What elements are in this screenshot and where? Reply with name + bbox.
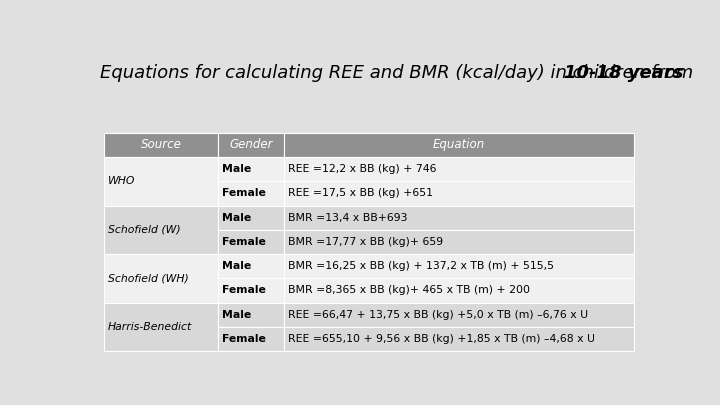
Bar	[104, 206, 218, 254]
Text: Female: Female	[222, 334, 266, 344]
Bar	[218, 230, 284, 254]
Text: WHO: WHO	[108, 176, 135, 186]
Bar	[104, 157, 218, 206]
Bar	[218, 254, 284, 278]
Text: Female: Female	[222, 188, 266, 198]
Bar	[284, 181, 634, 206]
Bar	[218, 157, 284, 181]
Text: Female: Female	[222, 286, 266, 296]
Text: Gender: Gender	[229, 139, 273, 151]
Text: Harris-Benedict: Harris-Benedict	[108, 322, 192, 332]
Bar	[218, 181, 284, 206]
Bar	[284, 303, 634, 327]
Bar	[284, 133, 634, 157]
Text: REE =12,2 x BB (kg) + 746: REE =12,2 x BB (kg) + 746	[288, 164, 436, 174]
Text: Male: Male	[222, 310, 251, 320]
Text: Schofield (W): Schofield (W)	[108, 225, 181, 235]
Text: BMR =16,25 x BB (kg) + 137,2 x TB (m) + 515,5: BMR =16,25 x BB (kg) + 137,2 x TB (m) + …	[288, 261, 554, 271]
Bar	[284, 230, 634, 254]
Text: Male: Male	[222, 261, 251, 271]
Text: Female: Female	[222, 237, 266, 247]
Text: REE =655,10 + 9,56 x BB (kg) +1,85 x TB (m) –4,68 x U: REE =655,10 + 9,56 x BB (kg) +1,85 x TB …	[288, 334, 595, 344]
Text: REE =66,47 + 13,75 x BB (kg) +5,0 x TB (m) –6,76 x U: REE =66,47 + 13,75 x BB (kg) +5,0 x TB (…	[288, 310, 588, 320]
Bar	[104, 303, 218, 351]
Text: Equations for calculating REE and BMR (kcal/day) in children from: Equations for calculating REE and BMR (k…	[100, 64, 699, 82]
Text: Male: Male	[222, 213, 251, 223]
Bar	[218, 133, 284, 157]
Bar	[218, 278, 284, 303]
Bar	[284, 157, 634, 181]
Bar	[284, 327, 634, 351]
Bar	[218, 327, 284, 351]
Bar	[284, 206, 634, 230]
Text: BMR =8,365 x BB (kg)+ 465 x TB (m) + 200: BMR =8,365 x BB (kg)+ 465 x TB (m) + 200	[288, 286, 530, 296]
Text: REE =17,5 x BB (kg) +651: REE =17,5 x BB (kg) +651	[288, 188, 433, 198]
Bar	[284, 278, 634, 303]
Text: Schofield (WH): Schofield (WH)	[108, 273, 189, 283]
Text: Male: Male	[222, 164, 251, 174]
Text: 10-18 years: 10-18 years	[564, 64, 684, 82]
Bar	[104, 133, 218, 157]
Bar	[104, 254, 218, 303]
Bar	[218, 303, 284, 327]
Text: BMR =17,77 x BB (kg)+ 659: BMR =17,77 x BB (kg)+ 659	[288, 237, 444, 247]
Text: BMR =13,4 x BB+693: BMR =13,4 x BB+693	[288, 213, 408, 223]
Text: Equation: Equation	[433, 139, 485, 151]
Text: Source: Source	[140, 139, 181, 151]
Bar	[284, 254, 634, 278]
Bar	[218, 206, 284, 230]
